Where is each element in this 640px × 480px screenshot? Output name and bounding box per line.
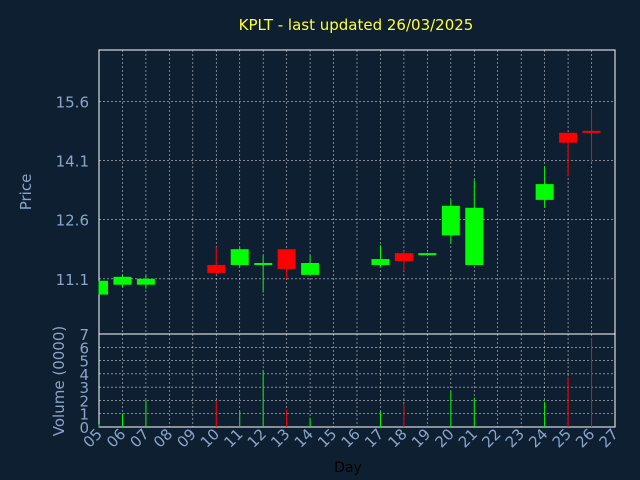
volume-tick-label: 1 [79, 406, 89, 424]
candle-body [441, 205, 460, 236]
x-tick-label: 12 [244, 425, 270, 451]
x-tick-label: 15 [314, 425, 340, 451]
x-tick-label: 17 [361, 425, 387, 451]
x-tick-label: 22 [478, 425, 504, 451]
candle-body [113, 276, 132, 285]
candle-body [301, 263, 320, 275]
x-tick-label: 07 [127, 425, 153, 451]
volume-panel-border [98, 333, 616, 428]
price-tick-label: 15.6 [56, 93, 89, 111]
x-tick-label: 13 [267, 425, 293, 451]
x-tick-label: 21 [455, 425, 481, 451]
price-tick-label: 14.1 [56, 152, 89, 170]
x-tick-label: 25 [549, 425, 575, 451]
candle-body [254, 263, 273, 265]
x-tick-label: 16 [338, 425, 364, 451]
x-tick-label: 14 [291, 425, 317, 451]
price-axis-label: Price [17, 174, 35, 211]
price-tick-label: 12.6 [56, 212, 89, 230]
volume-tick-label: 6 [79, 339, 89, 357]
volume-tick-label: 4 [79, 366, 89, 384]
x-tick-label: 24 [525, 425, 551, 451]
x-tick-label: 10 [197, 425, 223, 451]
candle-body [99, 280, 108, 295]
volume-tick-label: 0 [79, 419, 89, 437]
candle-body [207, 264, 226, 273]
candle-body [465, 207, 484, 265]
x-tick-label: 23 [502, 425, 528, 451]
candle-body [394, 253, 413, 262]
volume-tick-label: 2 [79, 392, 89, 410]
x-tick-label: 09 [173, 425, 199, 451]
volume-tick-label: 3 [79, 379, 89, 397]
x-tick-label: 06 [103, 425, 129, 451]
price-panel: 11.1 12.6 14.1 15.6 [56, 49, 616, 335]
volume-tick-label: 5 [79, 353, 89, 371]
x-axis-label: Day [334, 460, 362, 476]
x-tick-label: 18 [385, 425, 411, 451]
candle-body [371, 259, 390, 265]
x-tick-label: 08 [150, 425, 176, 451]
candle-body [230, 249, 249, 265]
volume-axis-label: Volume (0000) [50, 326, 68, 436]
candle-body [582, 130, 601, 133]
x-tick-label: 27 [596, 425, 622, 451]
x-tick-label: 11 [220, 425, 246, 451]
volume-tick-label: 7 [79, 326, 89, 344]
price-tick-label: 11.1 [56, 271, 89, 289]
x-tick-label: 26 [572, 425, 598, 451]
x-tick-label: 19 [408, 425, 434, 451]
candle-body [535, 184, 554, 200]
candle-body [136, 278, 155, 285]
x-axis-ticks: 0506070809101112131415161718192021222324… [80, 425, 622, 451]
chart-title: KPLT - last updated 26/03/2025 [239, 16, 474, 34]
candle-body [418, 253, 437, 256]
candle-body [277, 249, 296, 269]
candle-body [559, 132, 578, 143]
x-tick-label: 20 [431, 425, 457, 451]
